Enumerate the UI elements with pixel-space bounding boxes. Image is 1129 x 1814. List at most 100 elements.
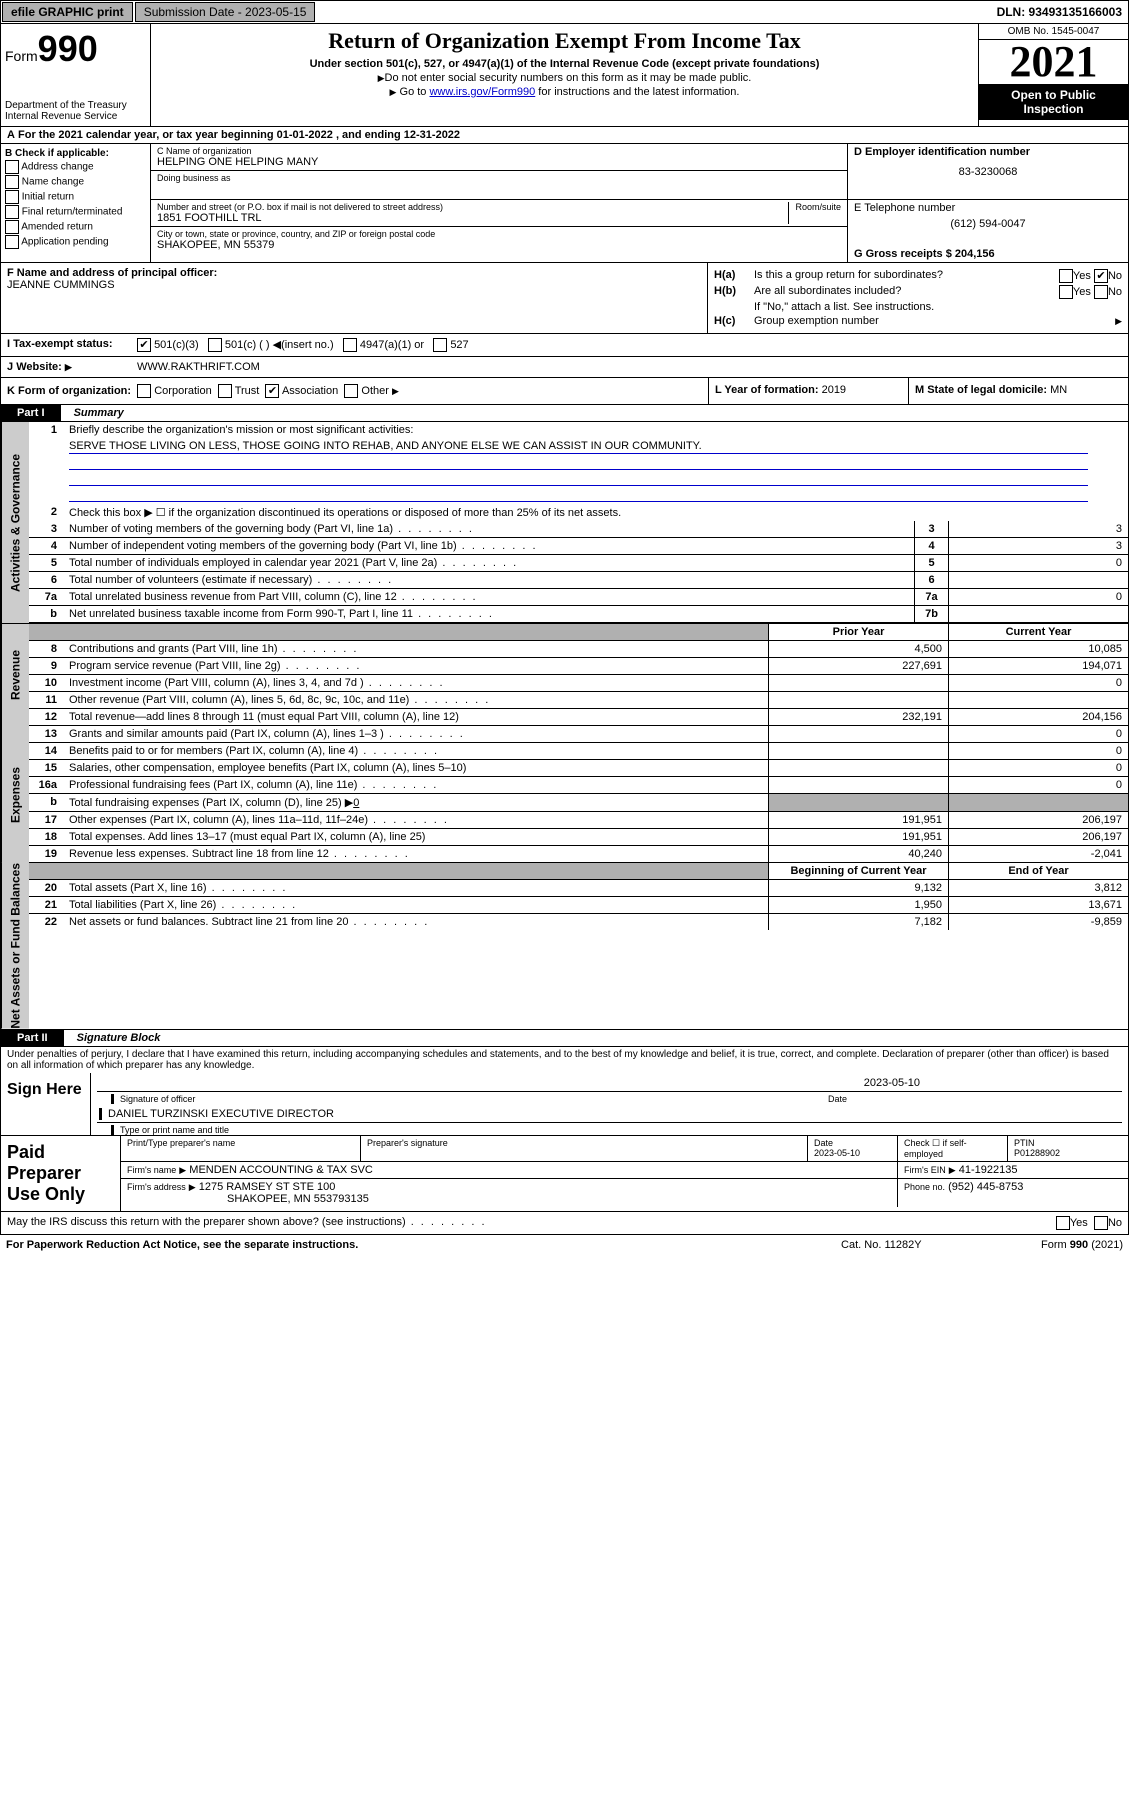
line-16a: Professional fundraising fees (Part IX, … [63, 777, 768, 793]
hb-text: Are all subordinates included? [754, 285, 1059, 299]
firm-phone: (952) 445-8753 [948, 1181, 1023, 1193]
irs-link[interactable]: www.irs.gov/Form990 [429, 86, 535, 98]
domicile-label: M State of legal domicile: [915, 384, 1047, 396]
c15: 0 [948, 760, 1128, 776]
paid-preparer-block: Paid Preparer Use Only Print/Type prepar… [0, 1136, 1129, 1212]
sidetab-ag: Activities & Governance [1, 422, 29, 623]
officer-name: JEANNE CUMMINGS [7, 279, 701, 291]
chk-corp[interactable] [137, 384, 151, 398]
form-title: Return of Organization Exempt From Incom… [155, 28, 974, 54]
discuss-no[interactable]: No [1094, 1216, 1122, 1230]
mission-text: SERVE THOSE LIVING ON LESS, THOSE GOING … [69, 440, 1088, 454]
opt-4947: 4947(a)(1) or [360, 339, 424, 351]
row-a-tax-year: A For the 2021 calendar year, or tax yea… [0, 127, 1129, 144]
e21: 13,671 [948, 897, 1128, 913]
ha-label: H(a) [714, 269, 754, 283]
line-16b: Total fundraising expenses (Part IX, col… [63, 794, 768, 811]
phone-value: (612) 594-0047 [854, 218, 1122, 230]
room-suite-label: Room/suite [788, 202, 841, 224]
prior-current-header: Revenue Prior YearCurrent Year 8Contribu… [0, 623, 1129, 726]
p17: 191,951 [768, 812, 948, 828]
line-18: Total expenses. Add lines 13–17 (must eq… [63, 829, 768, 845]
c9: 194,071 [948, 658, 1128, 674]
open-inspection: Open to Public Inspection [979, 84, 1128, 120]
firm-phone-label: Phone no. [904, 1182, 945, 1192]
prep-check-hdr: Check ☐ if self-employed [898, 1136, 1008, 1161]
chk-527[interactable] [433, 338, 447, 352]
website-label: Website: [16, 361, 62, 373]
p10 [768, 675, 948, 691]
col-b-checkboxes: B Check if applicable: Address change Na… [1, 144, 151, 262]
part2-tag: Part II [1, 1030, 64, 1046]
row-klm: K Form of organization: Corporation Trus… [0, 378, 1129, 405]
form-org-label: K Form of organization: [7, 385, 131, 397]
discuss-yes[interactable]: Yes [1056, 1216, 1088, 1230]
chk-trust[interactable] [218, 384, 232, 398]
chk-address-change[interactable]: Address change [5, 160, 146, 174]
dba-label: Doing business as [157, 173, 841, 183]
firm-ein-label: Firm's EIN [904, 1165, 946, 1175]
block-bcdeg: B Check if applicable: Address change Na… [0, 144, 1129, 263]
hb-label: H(b) [714, 285, 754, 299]
c19: -2,041 [948, 846, 1128, 862]
sign-here-label: Sign Here [1, 1073, 91, 1135]
chk-501c3[interactable] [137, 338, 151, 352]
firm-name: MENDEN ACCOUNTING & TAX SVC [189, 1164, 373, 1176]
ha-yes[interactable]: Yes No [1059, 269, 1122, 283]
ha-text: Is this a group return for subordinates? [754, 269, 1059, 283]
row-j: J Website: WWW.RAKTHRIFT.COM [0, 357, 1129, 378]
p13 [768, 726, 948, 742]
sidetab-na: Net Assets or Fund Balances [1, 863, 29, 1029]
line-7a: Total unrelated business revenue from Pa… [63, 589, 914, 605]
chk-final-return[interactable]: Final return/terminated [5, 205, 146, 219]
pra-notice: For Paperwork Reduction Act Notice, see … [6, 1239, 841, 1251]
firm-addr1: 1275 RAMSEY ST STE 100 [199, 1181, 336, 1193]
opt-corp: Corporation [154, 385, 211, 397]
ein-value: 83-3230068 [854, 166, 1122, 178]
part2-title: Signature Block [67, 1032, 161, 1044]
c17: 206,197 [948, 812, 1128, 828]
form-ref: Form 990 (2021) [1041, 1239, 1123, 1251]
sign-date: 2023-05-10 [864, 1077, 920, 1089]
addr-label: Number and street (or P.O. box if mail i… [157, 202, 788, 212]
chk-application-pending[interactable]: Application pending [5, 235, 146, 249]
header-left: Form990 Department of the Treasury Inter… [1, 24, 151, 126]
e22: -9,859 [948, 914, 1128, 930]
part1-header: Part I Summary [0, 405, 1129, 422]
chk-amended-return[interactable]: Amended return [5, 220, 146, 234]
col-prior: Prior Year [768, 624, 948, 640]
prep-ptin-hdr: PTINP01288902 [1008, 1136, 1128, 1161]
opt-trust: Trust [235, 385, 260, 397]
type-name-label: Type or print name and title [111, 1125, 229, 1135]
line-10: Investment income (Part VIII, column (A)… [63, 675, 768, 691]
p9: 227,691 [768, 658, 948, 674]
line-4: Number of independent voting members of … [63, 538, 914, 554]
chk-4947[interactable] [343, 338, 357, 352]
chk-501c[interactable] [208, 338, 222, 352]
chk-other[interactable] [344, 384, 358, 398]
section-expenses: Expenses 13Grants and similar amounts pa… [0, 726, 1129, 863]
firm-addr-label: Firm's address [127, 1182, 186, 1192]
address-block: Number and street (or P.O. box if mail i… [151, 200, 848, 262]
efile-button[interactable]: efile GRAPHIC print [2, 2, 133, 22]
line-2: Check this box ▶ ☐ if the organization d… [63, 504, 1128, 521]
hb-yes[interactable]: Yes No [1059, 285, 1122, 299]
p8: 4,500 [768, 641, 948, 657]
val-7b [948, 606, 1128, 622]
chk-name-change[interactable]: Name change [5, 175, 146, 189]
chk-initial-return[interactable]: Initial return [5, 190, 146, 204]
col-c: C Name of organization HELPING ONE HELPI… [151, 144, 1128, 262]
submission-date: Submission Date - 2023-05-15 [135, 2, 316, 22]
year-formation-label: L Year of formation: [715, 384, 819, 396]
org-name-block: C Name of organization HELPING ONE HELPI… [151, 144, 848, 199]
chk-assoc[interactable] [265, 384, 279, 398]
ein-label: D Employer identification number [854, 146, 1122, 158]
line-14: Benefits paid to or for members (Part IX… [63, 743, 768, 759]
city-state-zip: SHAKOPEE, MN 55379 [157, 239, 841, 251]
prep-name-hdr: Print/Type preparer's name [121, 1136, 361, 1161]
b21: 1,950 [768, 897, 948, 913]
e20: 3,812 [948, 880, 1128, 896]
prep-sig-hdr: Preparer's signature [361, 1136, 808, 1161]
street-address: 1851 FOOTHILL TRL [157, 212, 788, 224]
sig-officer-label: Signature of officer [111, 1094, 828, 1104]
